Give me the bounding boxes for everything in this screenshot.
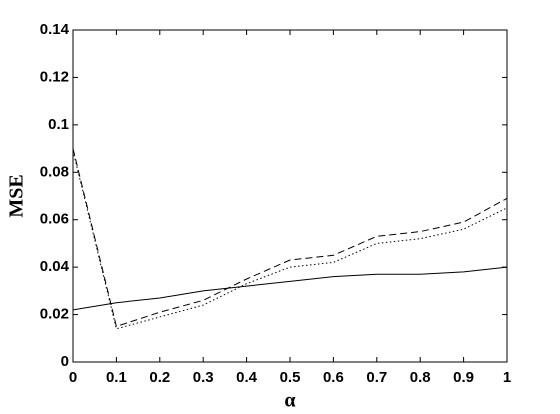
y-axis-label: MSE <box>6 174 28 217</box>
x-tick-label: 0.4 <box>236 369 258 386</box>
y-tick-label: 0 <box>61 353 69 370</box>
y-tick-label: 0.02 <box>40 306 69 323</box>
y-tick-label: 0.12 <box>40 68 69 85</box>
x-tick-label: 0.8 <box>410 369 431 386</box>
y-tick-label: 0.1 <box>48 116 69 133</box>
x-tick-label: 0.5 <box>280 369 301 386</box>
y-tick-label: 0.14 <box>40 21 70 38</box>
data-line <box>72 150 508 330</box>
x-tick-label: 0.9 <box>453 369 474 386</box>
x-axis-label: α <box>284 390 295 412</box>
x-tick-label: 0.6 <box>323 369 344 386</box>
y-tick-label: 0.08 <box>40 163 69 180</box>
x-tick-label: 0.1 <box>106 369 127 386</box>
data-line <box>72 266 508 311</box>
y-tick-label: 0.06 <box>40 211 69 228</box>
x-tick-label: 0.3 <box>193 369 214 386</box>
x-tick-label: 0.7 <box>366 369 387 386</box>
x-tick-label: 0.2 <box>149 369 170 386</box>
y-tick-label: 0.04 <box>40 258 70 275</box>
data-line <box>72 148 508 328</box>
x-tick-label: 1 <box>503 369 511 386</box>
x-tick-label: 0 <box>69 369 77 386</box>
